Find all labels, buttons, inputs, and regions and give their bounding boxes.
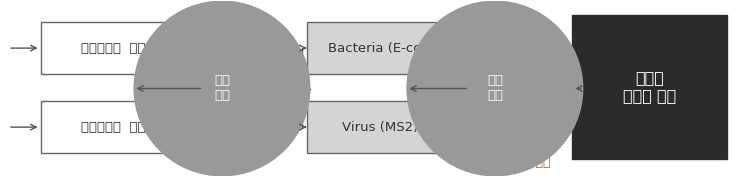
Text: 상용화
가능성 평가: 상용화 가능성 평가 (623, 71, 676, 103)
FancyBboxPatch shape (307, 22, 454, 75)
FancyBboxPatch shape (41, 22, 185, 75)
Text: 가시광촉매  소재: 가시광촉매 소재 (81, 121, 146, 134)
Text: 자체
시험: 자체 시험 (487, 75, 503, 102)
Text: 천연추출물  소재: 천연추출물 소재 (81, 42, 146, 55)
Ellipse shape (406, 1, 583, 176)
FancyBboxPatch shape (307, 101, 454, 153)
Ellipse shape (134, 1, 310, 176)
Text: 원가 및 성능: 원가 및 성능 (505, 156, 551, 169)
FancyBboxPatch shape (41, 101, 185, 153)
Text: Bacteria (E-coli): Bacteria (E-coli) (327, 42, 434, 55)
FancyBboxPatch shape (572, 15, 727, 159)
Text: 소재
개발: 소재 개발 (214, 75, 230, 102)
Text: Virus (MS2): Virus (MS2) (342, 121, 419, 134)
